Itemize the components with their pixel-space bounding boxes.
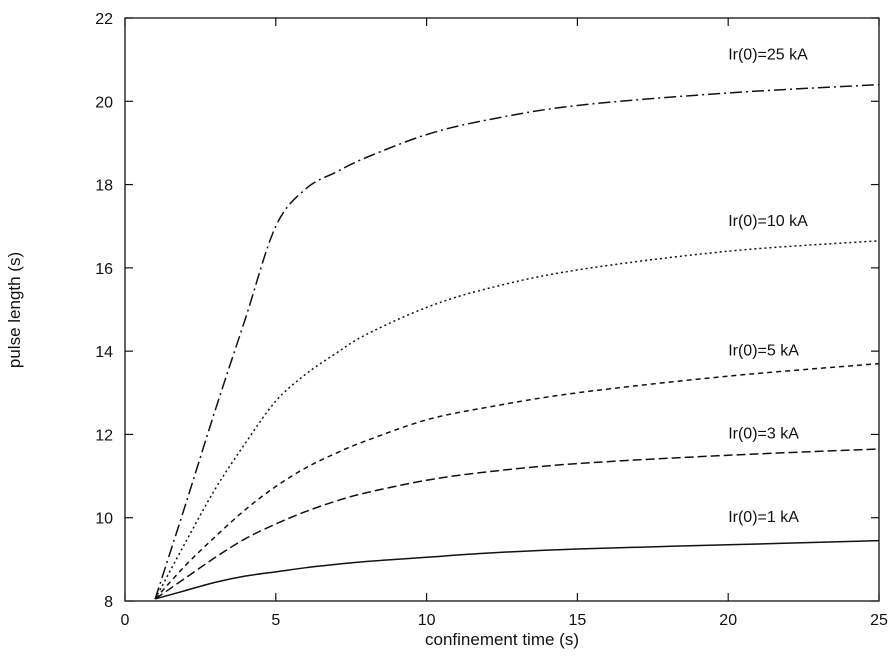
y-tick-label: 20 — [95, 94, 113, 111]
series-line — [154, 362, 880, 600]
x-tick-label: 10 — [418, 612, 436, 629]
plot-frame — [124, 17, 880, 602]
x-tick-label: 5 — [271, 612, 280, 629]
series-line — [154, 539, 880, 600]
y-tick-label: 14 — [95, 344, 113, 361]
series-line — [154, 448, 880, 600]
series-label: Ir(0)=1 kA — [728, 509, 799, 526]
x-tick-label: 0 — [121, 612, 130, 629]
x-axis-label: confinement time (s) — [425, 630, 579, 649]
series-label: Ir(0)=5 kA — [728, 342, 799, 359]
axis-ticks: 0 5 10 15 20 25 8 10 12 14 16 18 20 22 — [95, 11, 888, 629]
y-tick-label: 22 — [95, 11, 113, 28]
series-label: Ir(0)=10 kA — [728, 213, 808, 230]
y-tick-label: 10 — [95, 511, 113, 528]
series-layer: Ir(0)=25 kA Ir(0)=10 kA Ir(0)=5 kA Ir(0)=3 … — [154, 47, 880, 600]
x-tick-label: 20 — [719, 612, 737, 629]
x-tick-label: 25 — [870, 612, 888, 629]
y-axis-label: pulse length (s) — [5, 252, 24, 368]
y-tick-label: 16 — [95, 261, 113, 278]
y-tick-label: 12 — [95, 427, 113, 444]
series-line — [154, 83, 880, 600]
y-tick-label: 8 — [104, 594, 113, 611]
y-tick-label: 18 — [95, 178, 113, 195]
series-label: Ir(0)=25 kA — [728, 47, 808, 64]
series-line — [154, 240, 880, 600]
series-label: Ir(0)=3 kA — [728, 426, 799, 443]
x-tick-label: 15 — [569, 612, 587, 629]
